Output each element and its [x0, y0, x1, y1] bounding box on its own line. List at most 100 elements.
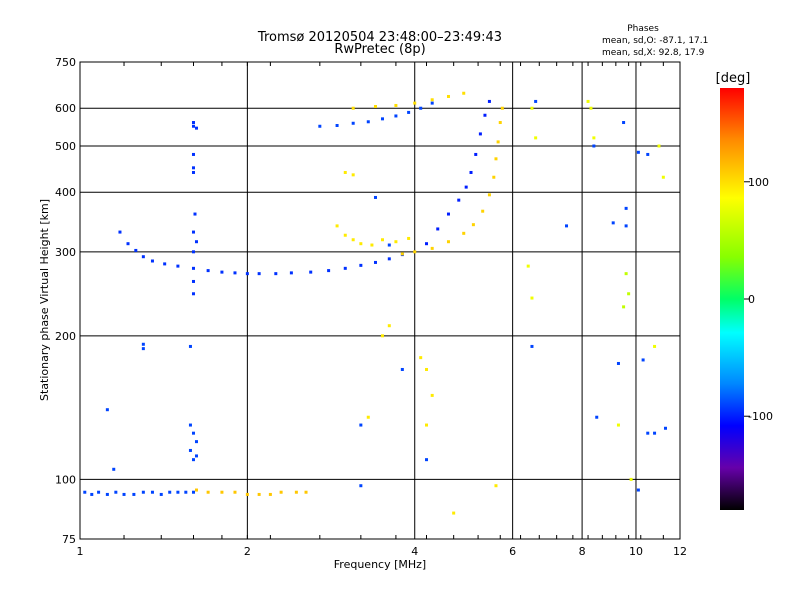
data-point [233, 271, 237, 275]
data-point [530, 344, 534, 348]
data-point [653, 431, 657, 435]
data-point [194, 440, 198, 444]
data-point [194, 126, 198, 130]
phases-line-o: mean, sd,O: -87.1, 17.1 [602, 36, 708, 46]
data-point [191, 166, 195, 170]
colorbar-tick-label: -100 [748, 410, 773, 423]
data-point [380, 117, 384, 121]
data-point [430, 393, 434, 397]
data-point [646, 431, 650, 435]
data-point [122, 492, 126, 496]
data-point [176, 490, 180, 494]
data-point [370, 243, 374, 247]
data-point [141, 255, 145, 259]
data-point [289, 271, 293, 275]
data-point [126, 242, 130, 246]
data-point [641, 358, 645, 362]
data-point [373, 105, 377, 109]
data-point [191, 266, 195, 270]
data-point [141, 490, 145, 494]
data-point [90, 492, 94, 496]
data-point [132, 492, 136, 496]
data-point [257, 272, 261, 276]
data-point [97, 490, 101, 494]
data-point [112, 467, 116, 471]
data-point [150, 259, 154, 263]
data-point [194, 454, 198, 458]
data-point [83, 490, 87, 494]
colorbar-tick-label: 100 [748, 176, 769, 189]
data-point [430, 98, 434, 102]
data-point [498, 121, 502, 125]
data-point [188, 448, 192, 452]
data-point [351, 173, 355, 177]
data-point [478, 132, 482, 136]
data-point [487, 193, 491, 197]
data-point [380, 334, 384, 338]
x-tick-label: 10 [629, 545, 643, 558]
data-point [425, 423, 429, 427]
phases-line-x: mean, sd,X: 92.8, 17.9 [602, 48, 705, 58]
data-point [335, 224, 339, 228]
data-point [446, 212, 450, 216]
data-point [141, 342, 145, 346]
data-point [343, 233, 347, 237]
data-point [387, 257, 391, 261]
data-point [191, 279, 195, 283]
data-point [526, 264, 530, 268]
data-point [425, 458, 429, 462]
data-point [188, 423, 192, 427]
data-point [373, 260, 377, 264]
data-point [191, 458, 195, 462]
data-point [624, 206, 628, 210]
data-point [462, 231, 466, 235]
data-point [425, 242, 429, 246]
data-point [394, 114, 398, 118]
data-point [184, 490, 188, 494]
data-point [191, 124, 195, 128]
data-point [191, 292, 195, 296]
data-point [646, 152, 650, 156]
data-point [343, 170, 347, 174]
data-point [206, 490, 210, 494]
y-tick-label: 200 [55, 330, 76, 343]
data-point [464, 185, 468, 189]
colorbar-tick-label: 0 [748, 293, 755, 306]
x-tick-label: 8 [579, 545, 586, 558]
data-point [134, 248, 138, 252]
data-point [163, 262, 167, 266]
data-point [233, 490, 237, 494]
data-point [589, 106, 593, 110]
data-point [592, 144, 596, 148]
data-point [394, 103, 398, 107]
data-point [565, 224, 569, 228]
x-tick-label: 4 [411, 545, 418, 558]
data-point [176, 264, 180, 268]
data-point [351, 106, 355, 110]
data-point [500, 106, 504, 110]
data-point [627, 292, 631, 296]
data-point [624, 272, 628, 276]
data-point [530, 106, 534, 110]
data-point [446, 240, 450, 244]
data-point [595, 415, 599, 419]
data-point [400, 252, 404, 256]
data-point [481, 209, 485, 213]
data-point [407, 110, 411, 114]
data-point [616, 423, 620, 427]
y-axis-label: Stationary phase Virtual Height [km] [38, 199, 51, 401]
grid-lines [80, 62, 680, 539]
data-point [622, 305, 626, 309]
data-point [191, 250, 195, 254]
data-point [279, 490, 283, 494]
data-point [471, 223, 475, 227]
y-tick-label: 75 [62, 533, 76, 546]
data-point [380, 238, 384, 242]
data-point [534, 99, 538, 103]
data-point [400, 367, 404, 371]
data-point [629, 477, 633, 481]
data-point [636, 488, 640, 492]
data-point [105, 408, 109, 412]
data-point [118, 230, 122, 234]
